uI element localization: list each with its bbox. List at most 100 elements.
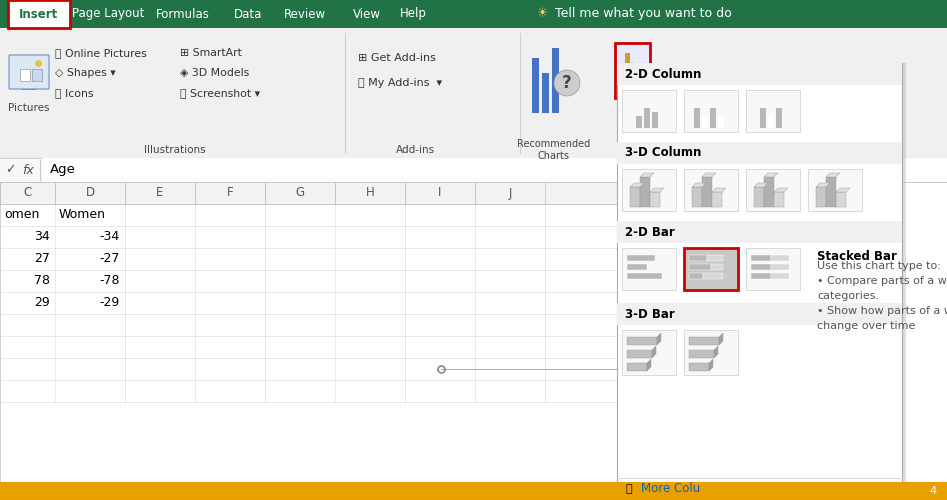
Text: G: G	[295, 186, 305, 200]
Bar	[692, 187, 702, 207]
Text: ◇ Shapes ▾: ◇ Shapes ▾	[55, 68, 116, 78]
Text: 4: 4	[930, 486, 937, 496]
Bar	[707, 255, 723, 261]
Bar	[684, 90, 738, 132]
Text: 📈: 📈	[690, 68, 699, 82]
Polygon shape	[714, 346, 718, 358]
Bar	[617, 303, 902, 325]
Text: Help: Help	[400, 8, 426, 20]
Bar	[712, 192, 722, 207]
Text: ap ▾: ap ▾	[825, 68, 850, 82]
Text: E: E	[156, 186, 164, 200]
Bar	[8, 0, 70, 28]
Bar	[622, 169, 676, 211]
Bar	[617, 221, 902, 243]
Bar	[0, 158, 947, 182]
Bar	[630, 187, 640, 207]
Bar	[650, 192, 660, 207]
Polygon shape	[826, 173, 840, 177]
Text: 🌍: 🌍	[718, 68, 726, 82]
Text: Data: Data	[234, 8, 262, 20]
Circle shape	[554, 70, 580, 96]
Text: 🌐 Online Pictures: 🌐 Online Pictures	[55, 48, 147, 58]
Polygon shape	[764, 173, 778, 177]
Bar	[42, 158, 947, 182]
Text: D: D	[85, 186, 95, 200]
Bar	[711, 264, 723, 270]
Bar	[625, 53, 630, 98]
Bar	[615, 43, 650, 98]
Bar	[0, 182, 617, 204]
Bar	[631, 78, 636, 98]
Bar	[760, 108, 766, 128]
Bar	[627, 264, 647, 270]
Text: Stacked Bar: Stacked Bar	[817, 250, 897, 262]
Bar	[689, 363, 709, 371]
Bar	[771, 255, 789, 261]
Text: -27: -27	[99, 252, 120, 266]
Bar	[627, 350, 652, 358]
Text: Page Layout: Page Layout	[72, 8, 144, 20]
Text: Formulas: Formulas	[156, 8, 210, 20]
Text: ◈ 3D Models: ◈ 3D Models	[180, 68, 249, 78]
Polygon shape	[719, 333, 723, 345]
Text: urs: urs	[875, 68, 895, 82]
Text: 27: 27	[34, 252, 50, 266]
Bar	[746, 90, 800, 132]
Text: Women: Women	[59, 208, 106, 222]
Text: C: C	[24, 186, 31, 200]
Bar	[774, 192, 784, 207]
Text: 📊: 📊	[744, 68, 753, 82]
Bar	[617, 142, 902, 164]
Text: 🔵 My Add-ins  ▾: 🔵 My Add-ins ▾	[358, 78, 442, 88]
Bar	[0, 270, 617, 292]
Text: Age: Age	[50, 164, 76, 176]
Bar	[710, 108, 716, 128]
Text: • Compare parts of a whole ac: • Compare parts of a whole ac	[817, 276, 947, 286]
Polygon shape	[692, 183, 706, 187]
Polygon shape	[836, 188, 850, 192]
Bar	[552, 48, 559, 113]
Text: Review: Review	[284, 8, 326, 20]
Bar	[702, 177, 712, 207]
Text: omen: omen	[4, 208, 40, 222]
Polygon shape	[647, 359, 651, 371]
Bar	[703, 273, 723, 279]
Bar	[20, 69, 30, 81]
Bar	[771, 273, 789, 279]
Text: View: View	[353, 8, 381, 20]
Text: D: D	[783, 66, 796, 84]
Bar	[622, 248, 676, 290]
Bar	[689, 255, 707, 261]
Text: ⊞ SmartArt: ⊞ SmartArt	[180, 48, 241, 58]
Text: 2-D Bar: 2-D Bar	[625, 226, 675, 238]
Bar	[702, 116, 708, 128]
Bar	[776, 108, 782, 128]
Text: ✓: ✓	[5, 164, 15, 176]
Text: Use this chart type to:: Use this chart type to:	[817, 261, 941, 271]
Bar	[689, 273, 703, 279]
Bar	[619, 63, 906, 500]
Bar	[622, 330, 676, 375]
Bar	[751, 264, 771, 270]
Polygon shape	[650, 188, 664, 192]
Bar	[527, 38, 582, 113]
Text: F: F	[226, 186, 233, 200]
Bar	[836, 192, 846, 207]
Bar	[0, 314, 617, 336]
Bar	[622, 90, 676, 132]
Text: ?: ?	[563, 74, 572, 92]
Bar	[0, 358, 617, 380]
Bar	[32, 69, 42, 81]
Bar	[627, 363, 647, 371]
Bar	[627, 255, 655, 261]
Text: • Show how parts of a whole: • Show how parts of a whole	[817, 306, 947, 316]
Text: Pictures: Pictures	[9, 103, 50, 113]
Bar	[0, 292, 617, 314]
Bar	[636, 116, 642, 128]
Text: 2-D Column: 2-D Column	[625, 68, 702, 80]
Bar	[640, 177, 650, 207]
Text: -34: -34	[99, 230, 120, 243]
Bar	[652, 112, 658, 128]
Text: -78: -78	[99, 274, 120, 287]
